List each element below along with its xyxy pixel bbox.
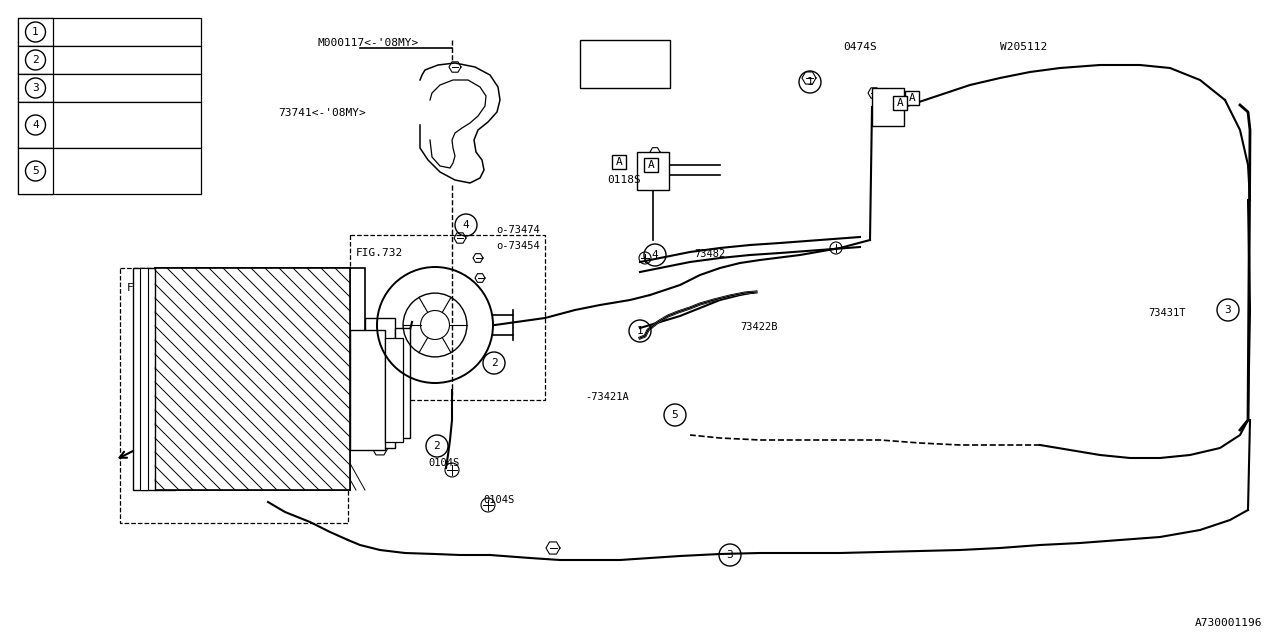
Text: 0104S: 0104S (428, 458, 460, 468)
Bar (637, 152, 669, 190)
Bar (155, 268, 349, 490)
Text: 73176*B: 73176*B (58, 55, 101, 65)
Text: 5: 5 (32, 166, 38, 176)
Text: W205112 < -0411>: W205112 < -0411> (58, 154, 154, 164)
Text: 2: 2 (32, 55, 38, 65)
Bar (140, 268, 148, 490)
Bar (349, 235, 545, 400)
Bar (365, 318, 396, 448)
Text: A730001196: A730001196 (1194, 618, 1262, 628)
Text: <-'07MY>: <-'07MY> (582, 58, 632, 68)
Bar (612, 155, 626, 169)
Text: A: A (909, 93, 915, 103)
Text: 1: 1 (636, 326, 644, 336)
Bar (580, 40, 669, 88)
Bar (18, 46, 201, 74)
Bar (18, 148, 201, 194)
Bar (120, 268, 348, 523)
Bar (18, 74, 52, 102)
Bar (155, 268, 349, 490)
Text: 1: 1 (32, 27, 38, 37)
Text: 73474B: 73474B (582, 44, 620, 54)
Bar (396, 328, 410, 438)
Bar (133, 268, 155, 490)
Text: -73421A: -73421A (585, 392, 628, 402)
Text: W205112: W205112 (1000, 42, 1047, 52)
Text: 73431T: 73431T (1148, 308, 1185, 318)
Text: 73741<-'08MY>: 73741<-'08MY> (278, 108, 366, 118)
Bar (18, 18, 52, 46)
Text: 73482: 73482 (694, 249, 726, 259)
Text: 0104S <  -0408>: 0104S < -0408> (58, 109, 148, 118)
Text: Y26944: Y26944 (58, 83, 96, 93)
Text: 3: 3 (1225, 305, 1231, 315)
Text: 0101S <0408-  >: 0101S <0408- > (58, 131, 148, 141)
Text: 73176*A: 73176*A (58, 27, 101, 37)
Bar (905, 91, 919, 105)
Text: 73422B: 73422B (740, 322, 777, 332)
Bar (18, 74, 201, 102)
Text: o-73454: o-73454 (497, 241, 540, 251)
Bar (349, 330, 385, 450)
Bar (893, 96, 908, 110)
Text: 0474S: 0474S (844, 42, 877, 52)
Text: 5: 5 (672, 410, 678, 420)
Text: FIG.732: FIG.732 (356, 248, 403, 258)
Text: 2: 2 (434, 441, 440, 451)
Bar (18, 46, 52, 74)
Text: FIG.730-2: FIG.730-2 (127, 283, 188, 293)
Text: 0118S: 0118S (607, 175, 641, 185)
Bar (18, 102, 201, 148)
Text: 3: 3 (727, 550, 733, 560)
Text: 0104S: 0104S (483, 495, 515, 505)
Text: M000117<-'08MY>: M000117<-'08MY> (317, 38, 420, 48)
Bar (18, 18, 201, 46)
Text: 1: 1 (806, 77, 813, 87)
Text: A: A (648, 160, 654, 170)
Text: 73782   <0411-  >: 73782 <0411- > (58, 177, 160, 188)
Bar (644, 158, 658, 172)
Text: 2: 2 (490, 358, 498, 368)
Text: 4: 4 (652, 250, 658, 260)
Text: 4: 4 (462, 220, 470, 230)
Bar (155, 268, 175, 490)
Bar (18, 102, 52, 148)
Bar (385, 338, 403, 442)
Text: FRONT: FRONT (163, 435, 196, 445)
Bar (175, 268, 365, 365)
Text: A: A (896, 98, 904, 108)
Bar (872, 88, 904, 126)
Text: 4: 4 (32, 120, 38, 130)
Text: A: A (616, 157, 622, 167)
Bar (18, 148, 52, 194)
Text: 3: 3 (32, 83, 38, 93)
Text: o-73474: o-73474 (497, 225, 540, 235)
Text: -73454: -73454 (582, 72, 620, 82)
